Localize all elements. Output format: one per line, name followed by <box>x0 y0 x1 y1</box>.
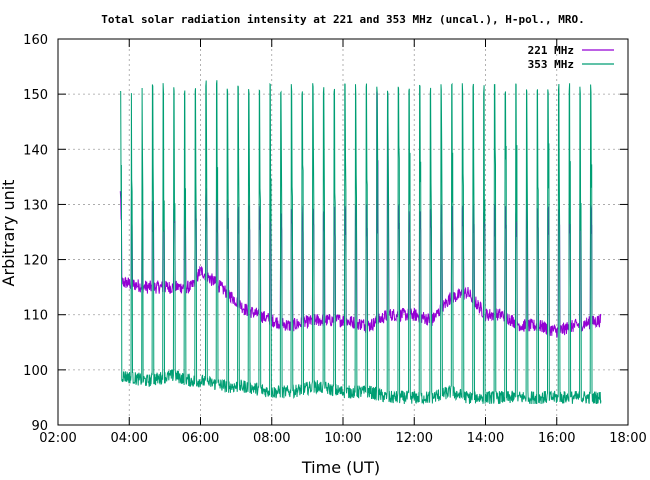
legend-label-221-mhz: 221 MHz <box>528 44 574 57</box>
x-tick-label: 18:00 <box>609 431 646 446</box>
x-tick-label: 14:00 <box>467 431 504 446</box>
axis-ticks: 90 100 110 120 130 140 150 160 02:00 04:00 06:00 08… <box>23 33 647 446</box>
y-tick-label: 110 <box>23 309 48 324</box>
y-tick-label: 90 <box>31 419 48 434</box>
series-line-353-mhz <box>119 80 602 405</box>
legend: 221 MHz 353 MHz <box>528 44 614 71</box>
y-tick-label: 150 <box>23 88 48 103</box>
y-tick-label: 100 <box>23 364 48 379</box>
x-tick-label: 08:00 <box>253 431 290 446</box>
y-tick-label: 130 <box>23 198 48 213</box>
y-axis-label: Arbitrary unit <box>0 180 18 287</box>
chart-title: Total solar radiation intensity at 221 a… <box>101 13 584 26</box>
x-tick-label: 10:00 <box>324 431 361 446</box>
y-tick-label: 120 <box>23 254 48 269</box>
x-axis-label: Time (UT) <box>301 458 380 477</box>
y-tick-label: 140 <box>23 143 48 158</box>
x-tick-label: 02:00 <box>39 431 76 446</box>
legend-label-353-mhz: 353 MHz <box>528 58 574 71</box>
x-tick-label: 16:00 <box>538 431 575 446</box>
x-tick-label: 06:00 <box>182 431 219 446</box>
x-tick-label: 04:00 <box>111 431 148 446</box>
y-tick-label: 160 <box>23 33 48 48</box>
plot-series <box>119 80 602 405</box>
x-tick-label: 12:00 <box>396 431 433 446</box>
series-line-221-mhz <box>119 91 602 338</box>
